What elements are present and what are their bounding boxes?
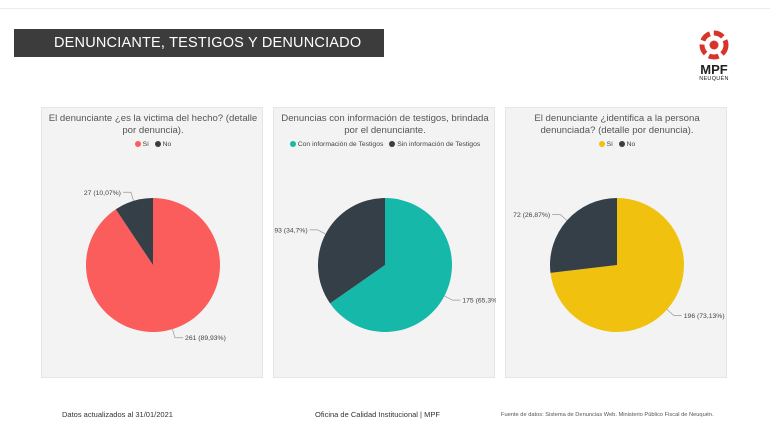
legend-dot-con-testigos bbox=[289, 141, 296, 147]
legend-dot-no bbox=[154, 141, 161, 147]
footer-office: Oficina de Calidad Institucional | MPF bbox=[315, 410, 440, 419]
legend-item-si[interactable]: Si bbox=[134, 141, 149, 148]
chart-card-victima: El denunciante ¿es la victima del hecho?… bbox=[41, 107, 263, 378]
pie-chart: 175 (65,3%) 93 (34,7%) bbox=[274, 198, 496, 332]
chart-card-denunciado: El denunciante ¿identifica a la persona … bbox=[505, 107, 727, 378]
legend-dot-si bbox=[598, 141, 605, 147]
slice-leader-line-1 bbox=[122, 191, 134, 201]
footer-source: Fuente de datos: Sistema de Denuncias We… bbox=[501, 412, 714, 418]
chart-title: El denunciante ¿identifica a la persona … bbox=[534, 113, 700, 136]
chart-legend: Si No bbox=[42, 141, 264, 148]
legend-dot-no bbox=[618, 141, 625, 147]
mpf-logo-icon bbox=[699, 30, 729, 60]
page-title: DENUNCIANTE, TESTIGOS Y DENUNCIADO bbox=[54, 35, 362, 51]
chart-title: Denuncias con información de testigos, b… bbox=[281, 113, 489, 136]
logo-subtext: NEUQUÉN bbox=[699, 76, 729, 82]
legend-item-sin-testigos[interactable]: Sin información de Testigos bbox=[389, 141, 480, 148]
page-title-bar: DENUNCIANTE, TESTIGOS Y DENUNCIADO bbox=[14, 29, 384, 57]
legend-label-no: No bbox=[162, 141, 172, 148]
legend-item-con-testigos[interactable]: Con información de Testigos bbox=[289, 141, 384, 148]
slice-leader-line-0 bbox=[444, 295, 461, 301]
pie-slice-0[interactable] bbox=[550, 198, 684, 332]
pie-slice-1[interactable] bbox=[318, 198, 385, 304]
slice-data-label-1: 27 (10,07%) bbox=[84, 190, 121, 197]
pie-slice-1[interactable] bbox=[115, 198, 153, 265]
legend-label-con-testigos: Con información de Testigos bbox=[297, 141, 384, 148]
slice-leader-line-0 bbox=[666, 309, 682, 316]
chart-legend: Si No bbox=[506, 141, 728, 148]
legend-label-sin-testigos: Sin información de Testigos bbox=[397, 141, 481, 148]
slice-leader-line-1 bbox=[552, 214, 568, 221]
pie-chart: 196 (73,13%) 72 (26,87%) bbox=[513, 198, 725, 332]
legend-label-no: No bbox=[626, 141, 636, 148]
slice-data-label-1: 93 (34,7%) bbox=[274, 227, 307, 234]
legend-dot-sin-testigos bbox=[389, 141, 396, 147]
top-divider bbox=[0, 8, 770, 9]
pie-slice-0[interactable] bbox=[330, 198, 452, 332]
legend-item-no[interactable]: No bbox=[154, 141, 172, 148]
slice-leader-line-0 bbox=[172, 329, 184, 339]
legend-dot-si bbox=[134, 141, 141, 147]
chart-title: El denunciante ¿es la victima del hecho?… bbox=[48, 113, 258, 136]
slice-data-label-0: 196 (73,13%) bbox=[684, 313, 725, 320]
pie-slice-1[interactable] bbox=[550, 198, 617, 273]
chart-card-testigos: Denuncias con información de testigos, b… bbox=[273, 107, 496, 378]
slice-data-label-1: 72 (26,87%) bbox=[513, 212, 550, 219]
pie-chart: 261 (89,93%) 27 (10,07%) bbox=[84, 190, 226, 342]
slice-data-label-0: 175 (65,3%) bbox=[462, 298, 496, 305]
slice-leader-line-1 bbox=[309, 229, 326, 235]
footer-updated-date: Datos actualizados al 31/01/2021 bbox=[62, 410, 173, 419]
logo-text: MPF bbox=[700, 62, 728, 77]
chart-legend: Con información de Testigos Sin informac… bbox=[274, 141, 496, 148]
legend-item-si[interactable]: Si bbox=[598, 141, 613, 148]
legend-label-si: Si bbox=[606, 141, 613, 148]
legend-item-no[interactable]: No bbox=[618, 141, 636, 148]
mpf-logo: MPF NEUQUÉN bbox=[693, 30, 735, 82]
legend-label-si: Si bbox=[142, 141, 149, 148]
slice-data-label-0: 261 (89,93%) bbox=[185, 335, 226, 342]
